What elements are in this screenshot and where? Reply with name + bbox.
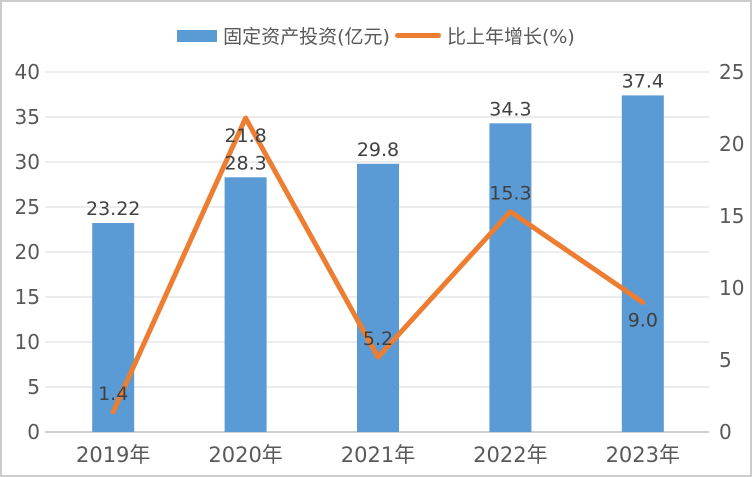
right-axis-tick: 10	[719, 276, 744, 300]
left-axis-tick: 20	[15, 240, 40, 264]
line-label-2023年: 9.0	[628, 309, 658, 331]
x-axis-label-2019年: 2019年	[76, 443, 150, 467]
line-label-2019年: 1.4	[98, 383, 128, 405]
growth-line	[110, 115, 646, 415]
left-axis-tick: 15	[15, 285, 40, 309]
right-axis-tick: 5	[719, 348, 732, 372]
bar-2020年	[224, 177, 267, 432]
left-axis-tick: 30	[15, 150, 40, 174]
x-axis-label-2022年: 2022年	[473, 443, 547, 467]
right-axis-tick: 0	[719, 420, 732, 444]
bar-label-2019年: 23.22	[86, 198, 140, 220]
left-axis-tick: 40	[15, 60, 40, 84]
left-axis-tick: 35	[15, 105, 40, 129]
line-label-2021年: 5.2	[363, 328, 393, 350]
x-axis-label-2023年: 2023年	[606, 443, 680, 467]
right-axis-tick: 20	[719, 132, 744, 156]
x-axis-label-2021年: 2021年	[341, 443, 415, 467]
x-axis-label-2020年: 2020年	[208, 443, 282, 467]
bar-2021年	[357, 163, 399, 433]
bar-label-2023年: 37.4	[622, 70, 664, 92]
bar-label-2021年: 29.8	[357, 139, 399, 161]
right-axis-tick: 15	[719, 204, 744, 228]
right-axis-tick: 25	[719, 60, 744, 84]
line-label-2022年: 15.3	[489, 183, 531, 205]
left-axis-tick: 5	[27, 375, 40, 399]
line-label-2020年: 21.8	[224, 125, 266, 147]
bar-label-2020年: 28.3	[224, 152, 266, 174]
left-axis-tick: 10	[15, 330, 40, 354]
left-axis-tick: 25	[15, 195, 40, 219]
bar-label-2022年: 34.3	[489, 98, 531, 120]
bar-2023年	[621, 95, 664, 433]
bar-2022年	[489, 123, 532, 433]
left-axis-tick: 0	[27, 420, 40, 444]
bar-2019年	[92, 223, 135, 432]
